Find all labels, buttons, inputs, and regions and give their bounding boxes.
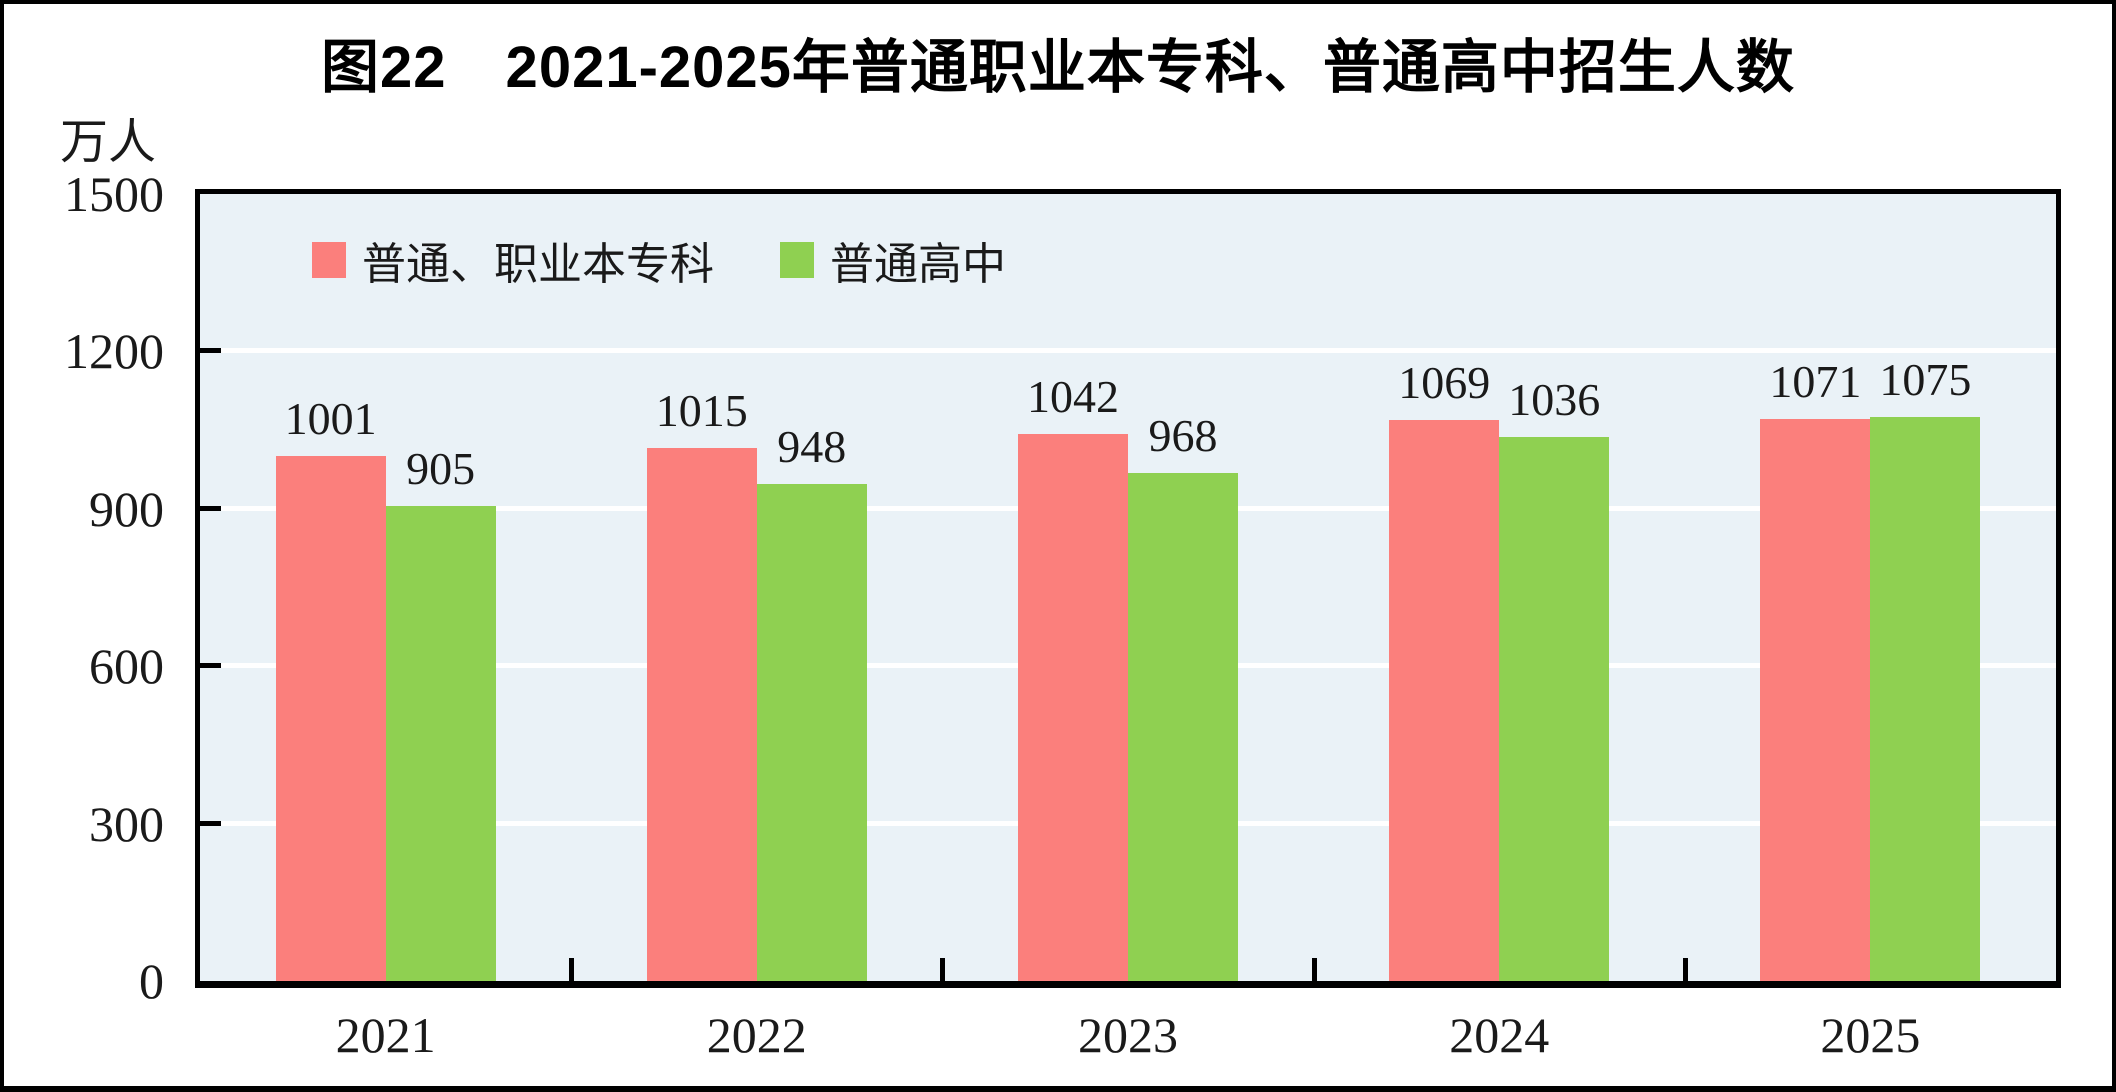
x-axis-tick-3 xyxy=(1311,958,1317,981)
plot-area: 1001 905 1015 948 1042 968 1069 1036 1071 1075 普通、… xyxy=(195,189,2061,988)
gridline-1200 xyxy=(200,348,2056,354)
y-tick-label-300: 300 xyxy=(89,795,164,852)
x-tick-label-2021: 2021 xyxy=(335,1007,436,1063)
bar-value-普通、职业本专科-2024: 1069 xyxy=(1398,357,1491,409)
x-tick-label-2024: 2024 xyxy=(1449,1007,1550,1063)
y-tick-label-900: 900 xyxy=(89,480,164,537)
x-tick-label-2022: 2022 xyxy=(706,1007,807,1063)
y-tick-label-1500: 1500 xyxy=(64,166,164,222)
bar-普通高中-2022 xyxy=(756,483,867,981)
y-axis-tick-300 xyxy=(197,820,221,826)
legend-item-普通、职业本专科: 普通、职业本专科 xyxy=(312,228,714,292)
legend-swatch-icon xyxy=(780,242,814,278)
bar-value-普通高中-2023: 968 xyxy=(1148,410,1218,462)
bar-普通、职业本专科-2021 xyxy=(275,455,386,981)
bar-group-2025: 1071 1075 xyxy=(1760,194,1981,981)
x-axis-tick-4 xyxy=(1682,958,1688,981)
x-axis-tick-2 xyxy=(940,958,946,981)
bar-value-普通高中-2025: 1075 xyxy=(1879,353,1972,405)
bar-value-普通高中-2021: 905 xyxy=(406,443,476,495)
bar-value-普通、职业本专科-2021: 1001 xyxy=(284,392,377,444)
bar-group-2024: 1069 1036 xyxy=(1389,194,1610,981)
bar-group-2023: 1042 968 xyxy=(1018,194,1238,981)
legend-swatch-icon xyxy=(312,242,346,278)
x-tick-label-2025: 2025 xyxy=(1820,1007,1921,1063)
bar-value-普通高中-2024: 1036 xyxy=(1508,374,1601,426)
legend-label: 普通、职业本专科 xyxy=(362,240,714,289)
bar-普通、职业本专科-2022 xyxy=(646,448,757,981)
y-tick-label-1200: 1200 xyxy=(64,323,164,380)
bar-普通高中-2025 xyxy=(1870,416,1981,981)
x-tick-label-2023: 2023 xyxy=(1078,1007,1178,1063)
bar-普通、职业本专科-2025 xyxy=(1760,419,1871,981)
y-axis-tick-1200 xyxy=(197,348,221,354)
bar-普通、职业本专科-2024 xyxy=(1389,420,1500,981)
y-tick-label-600: 600 xyxy=(89,638,164,695)
bar-普通、职业本专科-2023 xyxy=(1018,434,1128,981)
bar-value-普通、职业本专科-2023: 1042 xyxy=(1027,371,1119,423)
x-axis-tick-1 xyxy=(569,958,575,981)
y-tick-label-0: 0 xyxy=(139,953,164,1009)
y-axis-tick-900 xyxy=(197,505,221,511)
chart-title: 图22 2021-2025年普通职业本专科、普通高中招生人数 xyxy=(321,35,1795,100)
legend-label: 普通高中 xyxy=(830,240,1006,289)
bar-value-普通、职业本专科-2022: 1015 xyxy=(655,385,748,437)
y-axis-tick-600 xyxy=(197,663,221,669)
legend: 普通、职业本专科 普通高中 xyxy=(312,228,1072,292)
bar-value-普通高中-2022: 948 xyxy=(777,420,847,472)
y-axis-unit-label: 万人 xyxy=(60,116,157,169)
legend-item-普通高中: 普通高中 xyxy=(780,228,1006,292)
bar-普通高中-2021 xyxy=(385,506,496,981)
bar-普通高中-2023 xyxy=(1128,473,1238,981)
bar-value-普通、职业本专科-2025: 1071 xyxy=(1769,356,1862,408)
bar-group-2021: 1001 905 xyxy=(275,194,496,981)
bar-普通高中-2024 xyxy=(1499,437,1610,981)
bar-group-2022: 1015 948 xyxy=(646,194,867,981)
